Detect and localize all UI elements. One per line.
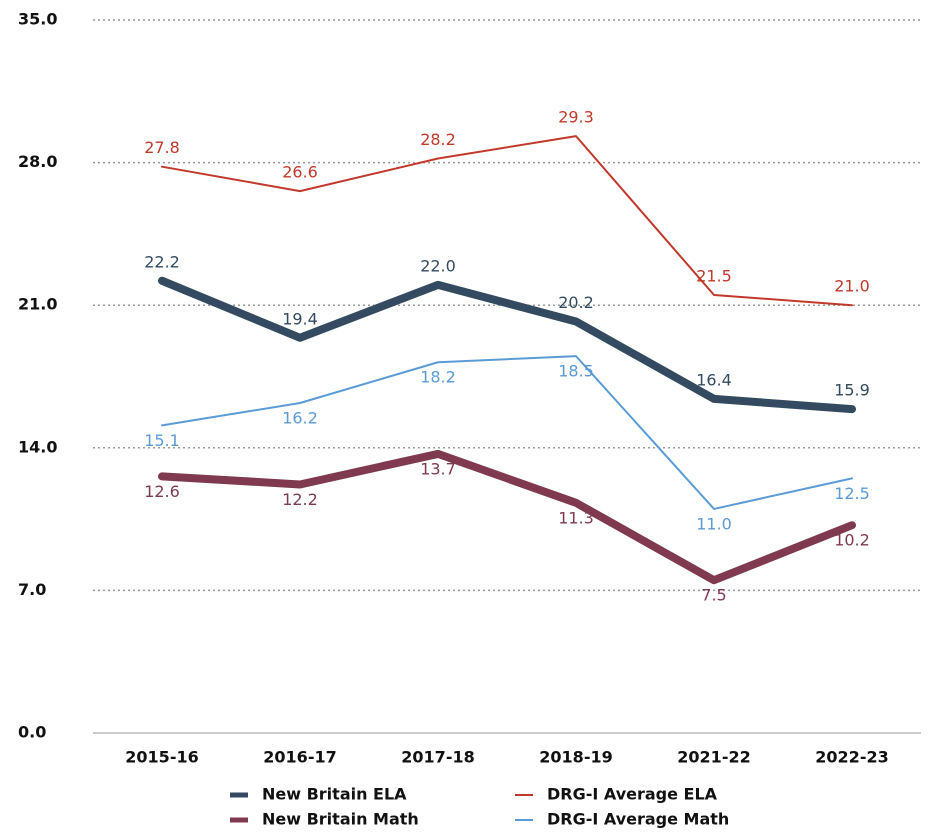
data-label: 15.1 [144, 431, 180, 450]
x-tick-label: 2016-17 [263, 748, 336, 767]
series-line [158, 449, 856, 585]
x-tick-label: 2018-19 [539, 748, 612, 767]
data-label: 21.0 [834, 277, 870, 296]
data-label: 27.8 [144, 138, 180, 157]
x-tick-label: 2015-16 [125, 748, 198, 767]
y-tick-label: 21.0 [18, 295, 57, 314]
data-label: 7.5 [701, 586, 726, 605]
legend-label: DRG-I Average ELA [547, 785, 718, 804]
data-label: 29.3 [558, 108, 594, 127]
y-tick-label: 0.0 [18, 723, 46, 742]
y-tick-label: 14.0 [18, 437, 57, 456]
legend-label: New Britain ELA [262, 785, 407, 804]
series-line [158, 276, 856, 414]
x-tick-label: 2021-22 [677, 748, 750, 767]
y-tick-label: 35.0 [18, 10, 57, 29]
series-line [161, 355, 853, 510]
data-label: 12.5 [834, 484, 870, 503]
data-label: 28.2 [420, 130, 456, 149]
x-tick-label: 2017-18 [401, 748, 474, 767]
data-label: 16.4 [696, 370, 732, 389]
data-label: 12.6 [144, 482, 180, 501]
data-label: 16.2 [282, 408, 318, 427]
data-label: 18.5 [558, 362, 594, 381]
data-label: 11.0 [696, 514, 732, 533]
data-label: 18.2 [420, 368, 456, 387]
data-label: 19.4 [282, 309, 318, 328]
x-tick-label: 2022-23 [815, 748, 888, 767]
data-label: 20.2 [558, 293, 594, 312]
data-label: 11.3 [558, 508, 594, 527]
y-tick-label: 28.0 [18, 152, 57, 171]
data-label: 12.2 [282, 490, 318, 509]
series-line [161, 135, 853, 307]
data-label: 22.0 [420, 256, 456, 275]
legend-label: DRG-I Average Math [547, 810, 729, 829]
data-label: 26.6 [282, 163, 318, 182]
y-tick-label: 7.0 [18, 580, 46, 599]
data-label: 22.2 [144, 252, 180, 271]
data-label: 21.5 [696, 267, 732, 286]
data-label: 10.2 [834, 531, 870, 550]
data-label: 13.7 [420, 459, 456, 478]
legend-label: New Britain Math [262, 810, 419, 829]
data-label: 15.9 [834, 381, 870, 400]
